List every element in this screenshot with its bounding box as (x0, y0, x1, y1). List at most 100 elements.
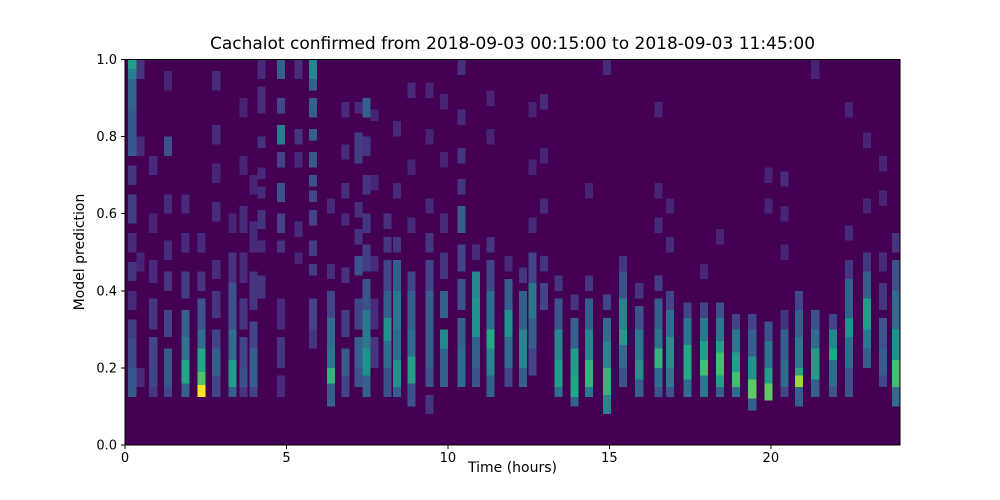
heatmap-cell (309, 190, 318, 203)
heatmap-column (362, 98, 371, 397)
heatmap-cell (249, 271, 258, 311)
heatmap-cell (354, 202, 363, 218)
y-tick-label: 0.2 (96, 361, 117, 376)
heatmap-cell (795, 367, 804, 376)
heatmap-cell (699, 317, 708, 341)
heatmap-cell (309, 175, 318, 187)
heatmap-column (149, 155, 158, 397)
heatmap-cell (341, 348, 350, 376)
heatmap-cell (528, 217, 537, 233)
heatmap-cell (439, 94, 448, 110)
heatmap-cell (602, 394, 611, 415)
heatmap-cell (128, 107, 137, 156)
heatmap-cell (276, 59, 285, 79)
heatmap-cell (528, 101, 537, 118)
heatmap-cell (326, 198, 335, 214)
heatmap-cell (425, 259, 434, 291)
heatmap-cell (891, 387, 900, 407)
heatmap-cell (341, 310, 350, 338)
heatmap-column (665, 198, 674, 397)
heatmap-cell (504, 279, 513, 311)
heatmap-cell (828, 329, 838, 349)
heatmap-column (309, 59, 318, 349)
heatmap-cell (862, 298, 871, 330)
heatmap-column (795, 290, 804, 407)
heatmap-cell (276, 240, 285, 253)
heatmap-cell (362, 310, 371, 349)
heatmap-cell (212, 202, 221, 222)
heatmap-cell (665, 236, 674, 253)
heatmap-cell (862, 252, 871, 272)
heatmap-column (128, 59, 137, 397)
heatmap-cell (732, 387, 741, 397)
heatmap-cell (393, 290, 402, 330)
heatmap-cell (149, 213, 158, 233)
heatmap-column (845, 101, 854, 397)
heatmap-cell (780, 205, 789, 222)
heatmap-cell (518, 267, 528, 284)
heatmap-cell (197, 232, 206, 253)
heatmap-cell (383, 236, 392, 253)
heatmap-cell (383, 340, 392, 368)
heatmap-cell (393, 236, 402, 253)
heatmap-cell (845, 101, 854, 118)
heatmap-cell (764, 321, 773, 341)
heatmap-cell (585, 329, 594, 361)
heatmap-cell (539, 198, 549, 214)
heatmap-cell (425, 128, 434, 145)
heatmap-cell (665, 387, 674, 397)
heatmap-cell (879, 190, 888, 206)
heatmap-cell (163, 348, 172, 388)
heatmap-cell (764, 198, 773, 214)
heatmap-column (228, 213, 237, 397)
heatmap-cell (163, 194, 172, 214)
heatmap-cell (602, 317, 611, 341)
heatmap-cell (197, 371, 206, 386)
heatmap-cell (257, 136, 266, 149)
heatmap-cell (276, 98, 285, 114)
heatmap-cell (715, 229, 725, 245)
heatmap-cell (748, 356, 757, 380)
x-axis-ticks: 0 5 10 15 20 (121, 445, 779, 466)
heatmap-column (341, 101, 350, 397)
heatmap-cell (665, 198, 674, 214)
heatmap-cell (539, 256, 549, 272)
heatmap-cell (197, 271, 206, 291)
heatmap-cell (249, 321, 258, 349)
heatmap-cell (294, 152, 303, 168)
heatmap-cell (570, 396, 579, 407)
heatmap-cell (570, 317, 579, 349)
heatmap-cell (828, 313, 838, 330)
heatmap-cell (654, 367, 663, 388)
heatmap-cell (764, 367, 773, 384)
heatmap-cell (128, 261, 137, 282)
heatmap-cell (780, 244, 789, 260)
heatmap-column (879, 155, 888, 388)
heatmap-cell (748, 379, 757, 399)
heatmap-cell (163, 136, 172, 156)
heatmap-column (239, 98, 248, 397)
heatmap-column (370, 109, 379, 368)
heatmap-cell (619, 271, 628, 299)
heatmap-cell (795, 290, 804, 311)
heatmap-column (683, 302, 692, 397)
heatmap-cell (748, 398, 757, 411)
heatmap-cell (239, 252, 248, 284)
y-axis-ticks: 0.0 0.2 0.4 0.6 0.8 1.0 (96, 53, 125, 454)
heatmap-cell (383, 290, 392, 318)
heatmap-cell (228, 329, 237, 361)
heatmap-cell (362, 136, 371, 156)
heatmap-cell (425, 232, 434, 253)
heatmap-cell (654, 329, 663, 349)
heatmap-cell (197, 298, 206, 330)
heatmap-cell (570, 294, 579, 311)
heatmap-cell (393, 360, 402, 388)
heatmap-cell (845, 367, 854, 397)
heatmap-cell (341, 267, 350, 284)
heatmap-cell (212, 125, 221, 145)
heatmap-cell (212, 71, 221, 91)
heatmap-cell (425, 367, 434, 388)
heatmap-cell (309, 78, 318, 91)
heatmap-cell (619, 329, 628, 345)
x-axis-label: Time (hours) (468, 460, 557, 476)
